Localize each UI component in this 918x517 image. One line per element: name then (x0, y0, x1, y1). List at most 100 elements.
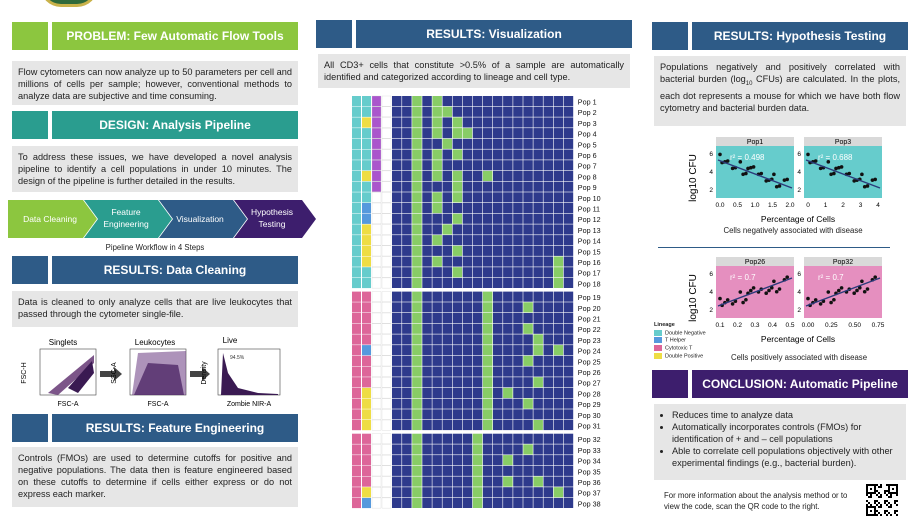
heatmap-type-cell (371, 476, 382, 487)
heatmap-cell (432, 96, 442, 107)
heatmap-cell (513, 465, 523, 476)
heatmap-cell (482, 387, 493, 398)
heatmap-type-cell (371, 497, 382, 509)
heatmap-cell (563, 160, 574, 171)
heatmap-cell (563, 106, 574, 117)
heatmap-cell (462, 149, 473, 160)
scatter-title: Pop3 (835, 139, 851, 146)
heatmap-cell (462, 128, 473, 139)
scatter-point (826, 290, 831, 294)
qr-module (894, 484, 896, 486)
heatmap-cell (442, 128, 452, 139)
heatmap-cell (422, 487, 432, 498)
heatmap-cell (513, 245, 523, 256)
heatmap-pop-label: Pop 27 (578, 379, 601, 388)
heatmap-cell (563, 465, 574, 476)
heatmap-cell (432, 455, 442, 466)
heatmap-cell (422, 138, 432, 149)
heatmap-cell (392, 420, 402, 431)
heatmap-cell (402, 323, 412, 334)
scatter-point (873, 177, 877, 182)
heatmap-cell (462, 192, 473, 203)
heatmap-pop-label: Pop 18 (578, 279, 601, 288)
heatmap-cell (432, 444, 442, 455)
scatter-point (829, 300, 833, 305)
heatmap-cell (503, 455, 513, 466)
heatmap-type-cell (381, 465, 392, 477)
heatmap-cell (493, 245, 503, 256)
heatmap-row: Pop 8 (352, 170, 597, 182)
heatmap-cell (412, 291, 422, 302)
heatmap-block-cell (352, 497, 361, 509)
heatmap-cell (482, 409, 493, 420)
heatmap-lineage-cell (362, 106, 371, 117)
heatmap-cell (553, 203, 564, 214)
heatmap-cell (563, 377, 574, 388)
heatmap-cell (493, 267, 503, 278)
heatmap-cell (503, 106, 513, 117)
heatmap-cell (442, 433, 452, 444)
heatmap-cell (452, 433, 463, 444)
heatmap-cell (533, 224, 543, 235)
heatmap-cell (503, 398, 513, 409)
heatmap-cell (553, 433, 564, 444)
heatmap-pop-label: Pop 19 (578, 293, 601, 302)
heatmap-cell (442, 476, 452, 487)
heatmap-type-cell (381, 398, 392, 409)
heatmap-cell (392, 345, 402, 356)
heatmap-cell (402, 128, 412, 139)
gate-xlabel-2: FSC-A (148, 401, 169, 408)
heatmap-cell (482, 96, 493, 107)
heatmap-cell (432, 192, 442, 203)
heatmap-block-cell (352, 138, 361, 149)
scatter-point (852, 291, 856, 295)
heatmap-cell (402, 420, 412, 431)
heatmap-cell (482, 213, 493, 224)
scatter-point (718, 152, 722, 157)
heatmap-cell (563, 245, 574, 256)
heatmap-cell (462, 235, 473, 246)
qr-module (876, 514, 878, 516)
heatmap-cell (392, 465, 402, 476)
heatmap-cell (422, 224, 432, 235)
heatmap-type-cell (381, 419, 392, 431)
heatmap-type-cell (381, 291, 392, 302)
qr-module (874, 508, 876, 510)
heatmap-cell (543, 345, 553, 356)
heatmap-type-cell (371, 170, 382, 182)
qr-module (888, 490, 890, 492)
heatmap-lineage-cell (362, 267, 371, 278)
heatmap-row: Pop 4 (352, 127, 597, 139)
heatmap-cell (452, 465, 463, 476)
heatmap-cell (402, 398, 412, 409)
heatmap-cell (392, 213, 402, 224)
heatmap-lineage-cell (362, 313, 371, 324)
heatmap-cell (452, 181, 463, 192)
problem-banner: PROBLEM: Few Automatic Flow Tools (12, 22, 298, 50)
scatter-xtick: 0.2 (733, 322, 742, 329)
heatmap-cell (503, 224, 513, 235)
qr-module (884, 512, 886, 514)
heatmap-cell (422, 433, 432, 444)
heatmap-cell (543, 291, 553, 302)
heatmap-cell (563, 433, 574, 444)
heatmap-cell (553, 256, 564, 267)
heatmap-cell (412, 355, 422, 366)
qr-module (886, 494, 888, 496)
qr-module (886, 490, 888, 492)
heatmap-cell (533, 213, 543, 224)
scatter-point (813, 159, 818, 163)
heatmap-cell (412, 345, 422, 356)
heatmap-cell (412, 213, 422, 224)
heatmap-cell (493, 334, 503, 345)
heatmap-cell (543, 192, 553, 203)
heatmap-cell (533, 235, 543, 246)
heatmap-cell (452, 313, 463, 324)
heatmap-cell (462, 291, 473, 302)
heatmap-cell (472, 235, 483, 246)
heatmap-cell (392, 245, 402, 256)
heatmap-type-cell (381, 170, 392, 182)
heatmap-cell (503, 420, 513, 431)
scatter-point (738, 160, 743, 164)
heatmap-cell (462, 355, 473, 366)
